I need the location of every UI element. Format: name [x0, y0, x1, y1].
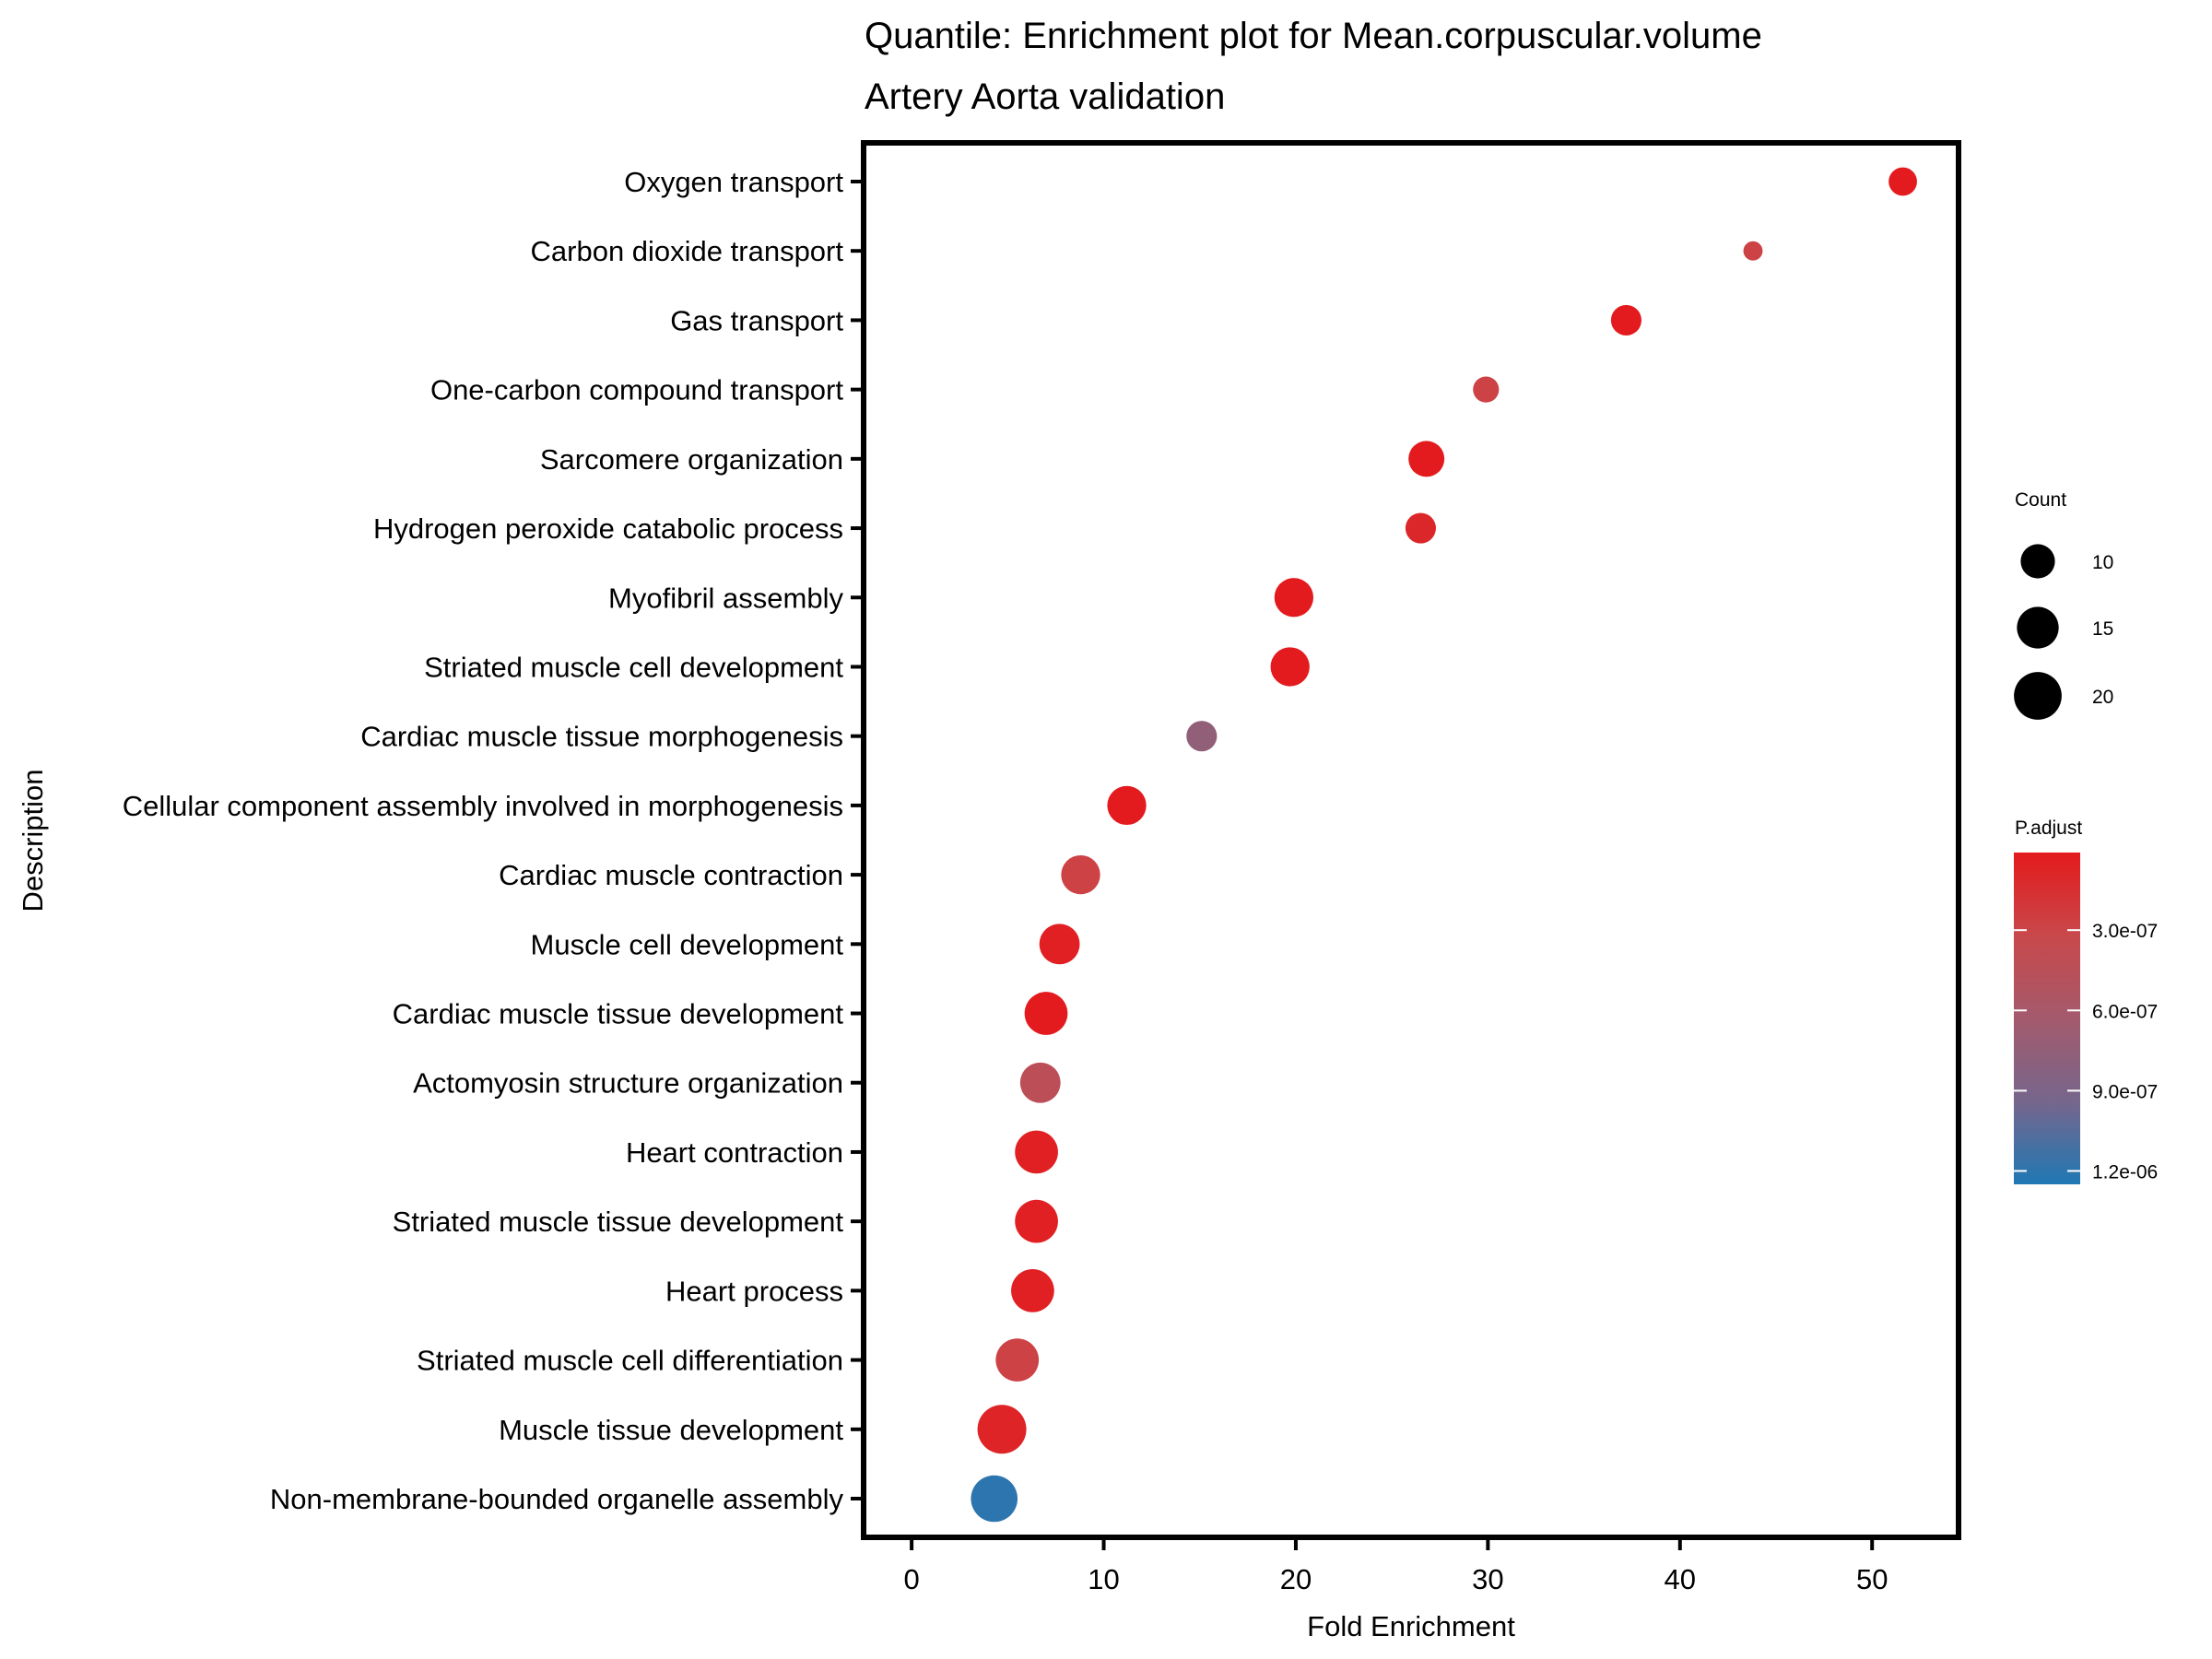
size-legend-title: Count: [2015, 489, 2066, 511]
x-tick-label: 20: [1280, 1563, 1312, 1595]
data-point: [1405, 512, 1436, 544]
data-point: [1011, 1269, 1054, 1312]
size-legend-key: [2017, 606, 2059, 649]
y-tick-label: Myofibril assembly: [608, 582, 843, 614]
size-legend: Count 10 15 20: [2014, 489, 2113, 720]
data-point: [1186, 721, 1218, 752]
data-point: [1015, 1130, 1058, 1174]
x-tick-label: 40: [1665, 1563, 1696, 1595]
y-tick-label: Striated muscle cell development: [424, 651, 843, 683]
y-tick-label: Sarcomere organization: [540, 443, 843, 476]
data-point: [977, 1405, 1027, 1454]
data-point: [1888, 167, 1917, 196]
chart-title: Quantile: Enrichment plot for Mean.corpu…: [865, 16, 1762, 56]
size-legend-key: [2020, 544, 2055, 579]
y-tick-label: Cardiac muscle contraction: [499, 859, 843, 891]
y-axis: Oxygen transport Carbon dioxide transport…: [123, 166, 861, 1515]
y-tick-label: Carbon dioxide transport: [531, 235, 844, 267]
data-point: [1015, 1199, 1058, 1243]
color-legend-label: 6.0e-07: [2092, 1001, 2158, 1022]
y-tick-label: Heart process: [665, 1275, 843, 1307]
data-point: [1061, 854, 1100, 895]
chart-subtitle: Artery Aorta validation: [865, 76, 1225, 117]
size-legend-label: 10: [2092, 552, 2113, 573]
x-axis-label: Fold Enrichment: [1307, 1610, 1515, 1642]
data-point: [1610, 304, 1642, 335]
y-axis-label: Description: [17, 769, 49, 912]
data-point: [1039, 924, 1080, 965]
data-point: [1107, 785, 1147, 826]
color-legend-label: 9.0e-07: [2092, 1081, 2158, 1102]
y-tick-label: One-carbon compound transport: [430, 374, 843, 406]
y-tick-label: Gas transport: [670, 304, 843, 336]
y-tick-label: Cellular component assembly involved in …: [123, 790, 843, 822]
y-tick-label: Striated muscle cell differentiation: [417, 1345, 843, 1377]
color-legend-label: 3.0e-07: [2092, 921, 2158, 942]
size-legend-key: [2014, 672, 2062, 720]
y-tick-label: Muscle cell development: [531, 928, 844, 960]
x-tick-label: 0: [903, 1563, 919, 1595]
color-legend-title: P.adjust: [2015, 818, 2082, 839]
y-tick-label: Striated muscle tissue development: [393, 1206, 844, 1238]
data-point: [1274, 578, 1314, 618]
y-tick-label: Actomyosin structure organization: [413, 1067, 843, 1100]
data-point: [1270, 647, 1310, 687]
y-tick-label: Cardiac muscle tissue development: [393, 998, 844, 1030]
y-tick-label: Non-membrane-bounded organelle assembly: [270, 1483, 844, 1515]
y-tick-label: Hydrogen peroxide catabolic process: [373, 512, 843, 545]
y-tick-label: Cardiac muscle tissue morphogenesis: [360, 721, 843, 753]
size-legend-label: 20: [2092, 687, 2113, 708]
x-tick-label: 10: [1088, 1563, 1119, 1595]
points-layer: [971, 167, 1917, 1523]
y-tick-label: Heart contraction: [626, 1136, 843, 1169]
data-point: [1019, 1062, 1061, 1103]
data-point: [1743, 241, 1763, 261]
y-tick-label: Muscle tissue development: [499, 1414, 843, 1446]
size-legend-label: 15: [2092, 618, 2113, 640]
data-point: [1024, 992, 1068, 1035]
data-point: [995, 1338, 1040, 1382]
plot-panel-border: [861, 140, 1961, 1540]
data-point: [1473, 376, 1500, 403]
y-tick-label: Oxygen transport: [624, 166, 843, 198]
color-bar: [2014, 853, 2080, 1184]
x-tick-label: 50: [1856, 1563, 1888, 1595]
color-legend: P.adjust 3.0e-07 6.0e-07 9.0e-07 1.2e-06: [2014, 818, 2158, 1184]
color-legend-label: 1.2e-06: [2092, 1161, 2158, 1182]
x-axis: 0 10 20 30 40 50: [903, 1540, 1888, 1595]
data-point: [971, 1475, 1018, 1523]
x-tick-label: 30: [1472, 1563, 1503, 1595]
data-point: [1408, 441, 1445, 477]
